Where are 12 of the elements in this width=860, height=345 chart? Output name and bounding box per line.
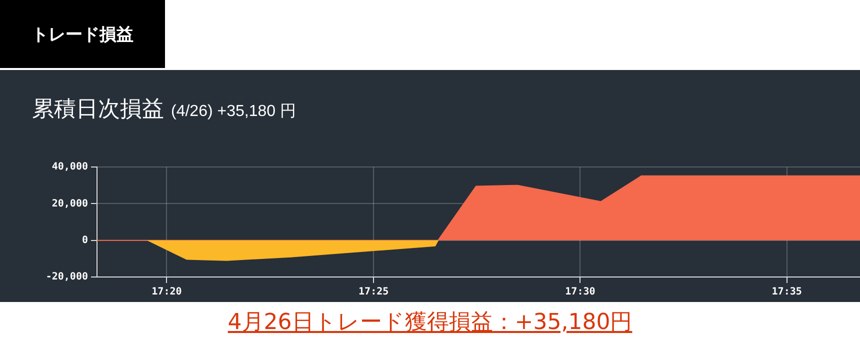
chart-title: 累積日次損益: [32, 97, 164, 122]
chart-subtitle: (4/26) +35,180 円: [171, 103, 296, 120]
x-tick-label: 17:25: [358, 286, 389, 298]
y-tick-label: -20,000: [46, 272, 88, 283]
y-tick-label: 40,000: [52, 162, 88, 173]
y-tick-label: 0: [82, 234, 88, 246]
text: トレード損益: [0, 0, 165, 68]
y-tick-label: 20,000: [52, 198, 88, 210]
x-tick-label: 17:30: [565, 286, 596, 298]
text: 4月26日トレード獲得損益：+35,180円: [226, 309, 634, 337]
x-tick-label: 17:35: [772, 286, 802, 298]
x-tick-label: 17:20: [152, 286, 182, 298]
